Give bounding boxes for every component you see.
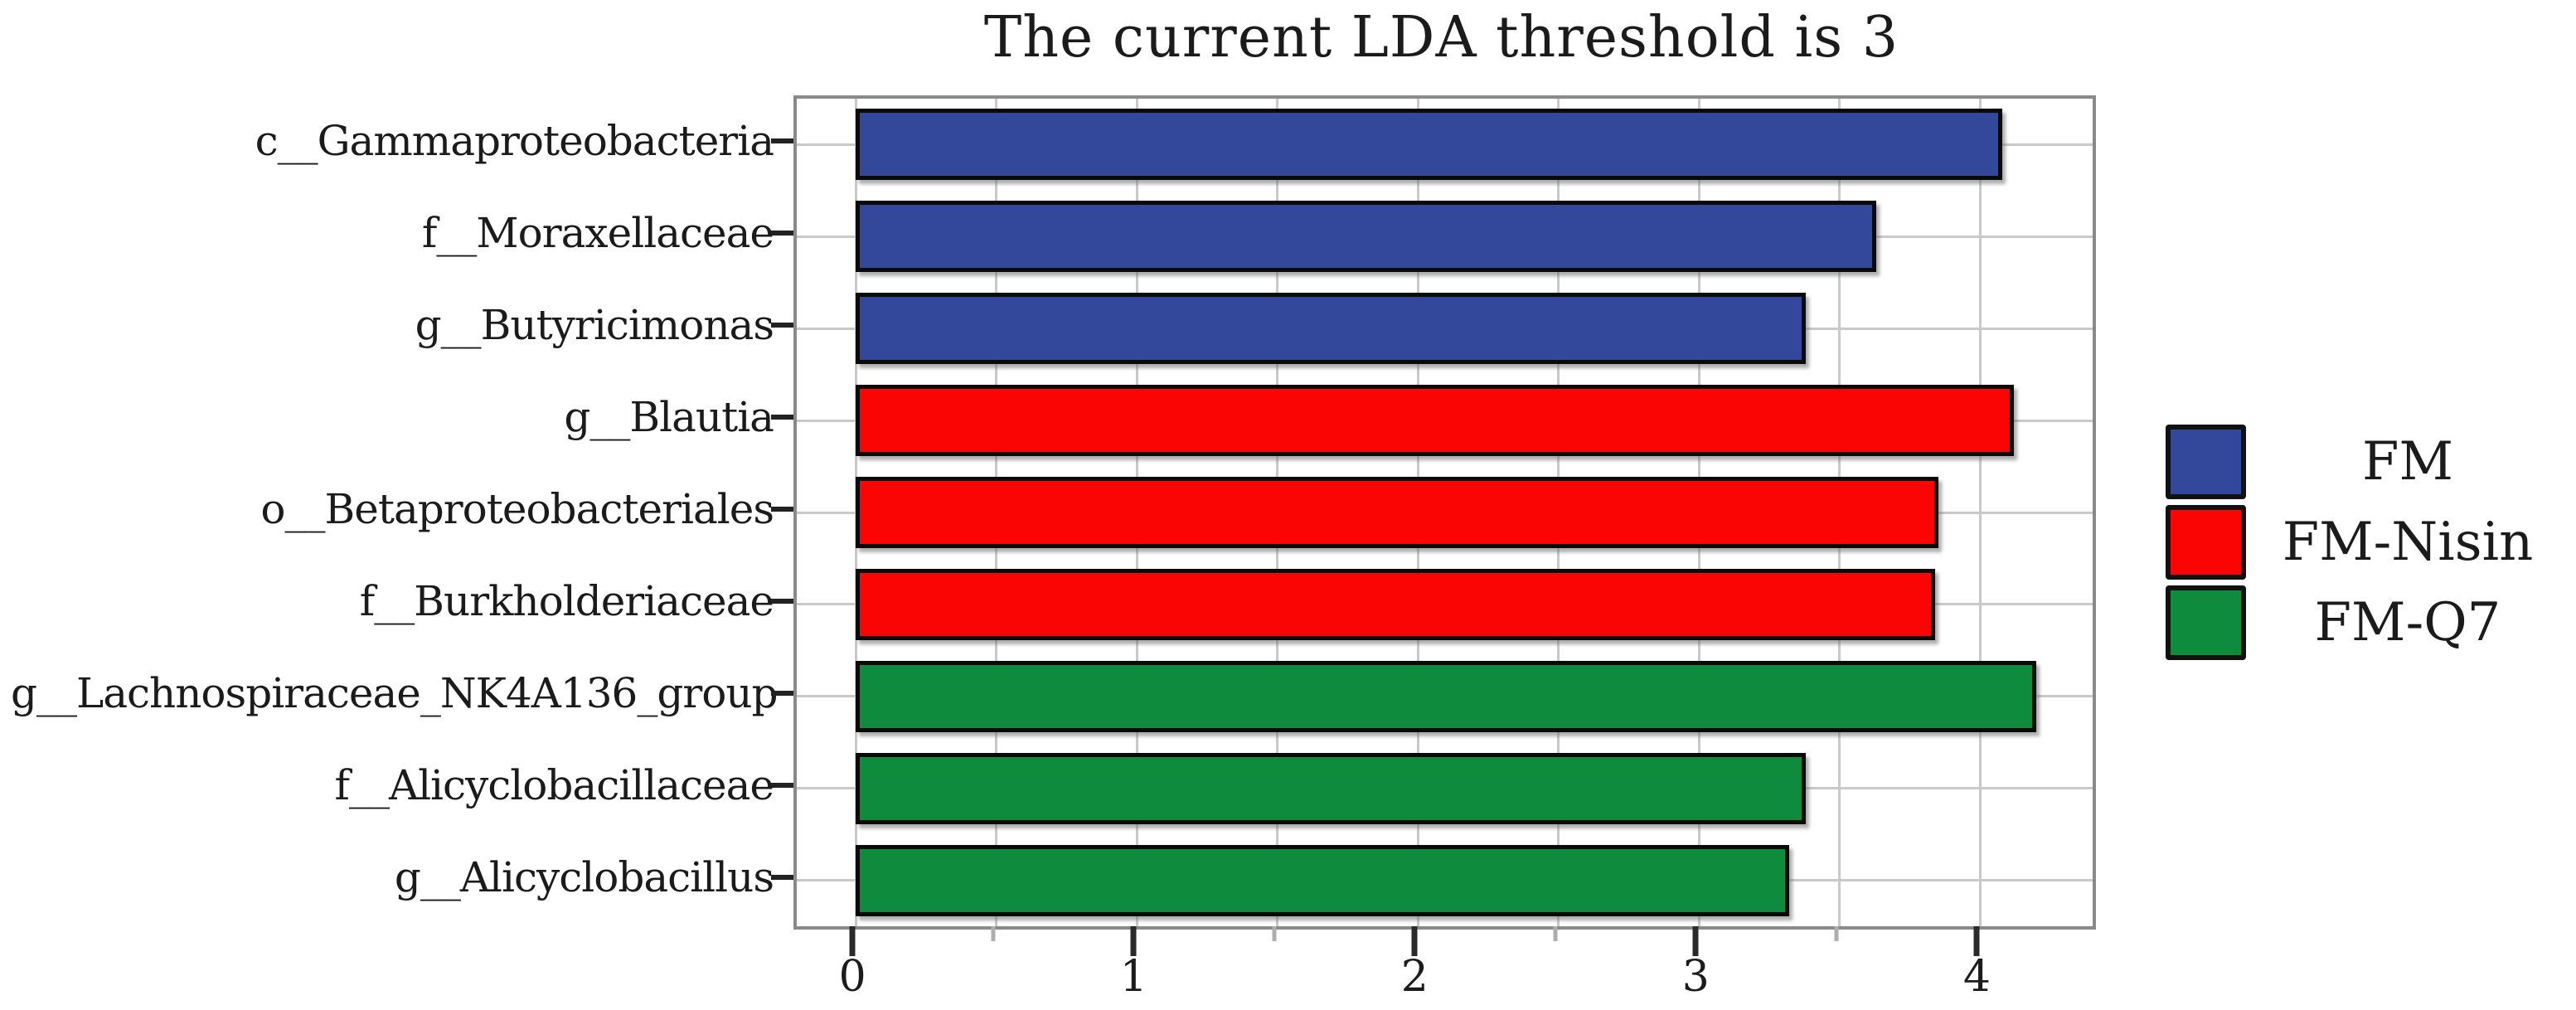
legend-swatch-FM-Nisin [2166, 505, 2246, 580]
bar-o__Betaproteobacteriales [856, 477, 1938, 548]
y-axis-label: c__Gammaproteobacteria [255, 117, 774, 166]
bar-g__Butyricimonas [856, 293, 1807, 365]
x-axis-tick [1411, 926, 1418, 956]
y-axis-tick [771, 598, 793, 604]
x-axis-minor-tick [991, 926, 996, 941]
legend-swatch-FM [2166, 425, 2246, 499]
x-axis-tick-label: 0 [838, 952, 866, 1002]
y-axis-label: g__Alicyclobacillus [394, 852, 774, 901]
x-axis-tick-label: 4 [1962, 952, 1991, 1002]
legend: FM FM-Nisin FM-Q7 [2166, 425, 2569, 660]
x-axis-tick [849, 926, 856, 956]
y-axis-label: f__Alicyclobacillaceae [334, 760, 774, 809]
legend-label: FM-Nisin [2282, 512, 2534, 573]
bar-g__Blautia [856, 385, 2015, 457]
y-axis-tick [771, 231, 793, 236]
legend-label: FM [2362, 431, 2453, 493]
x-axis-tick [1692, 926, 1699, 956]
x-axis-tick [1973, 926, 1980, 956]
legend-item: FM [2166, 425, 2569, 499]
y-axis-tick [771, 874, 793, 880]
plot-area [793, 95, 2096, 930]
y-axis-label: g__Lachnospiraceae_NK4A136_group [11, 668, 779, 717]
y-axis-tick [771, 507, 793, 512]
legend-item: FM-Nisin [2166, 505, 2569, 580]
y-axis-tick [771, 323, 793, 328]
x-axis-tick [1130, 926, 1137, 956]
legend-label: FM-Q7 [2314, 592, 2501, 653]
y-axis-label: g__Butyricimonas [415, 301, 774, 350]
x-axis-minor-tick [1272, 926, 1277, 941]
bar-g__Alicyclobacillus [856, 844, 1789, 916]
legend-swatch-FM-Q7 [2166, 585, 2246, 660]
y-axis-label: f__Burkholderiaceae [359, 576, 774, 625]
bar-g__Lachnospiraceae_NK4A136_group [856, 660, 2037, 732]
bar-c__Gammaproteobacteria [856, 109, 2003, 181]
y-axis-label: g__Blautia [564, 393, 774, 442]
bar-f__Alicyclobacillaceae [856, 752, 1807, 824]
y-axis-label: f__Moraxellaceae [421, 209, 774, 258]
y-axis-tick [771, 690, 793, 696]
x-axis-tick-label: 1 [1119, 952, 1147, 1002]
x-axis-tick-label: 3 [1681, 952, 1710, 1002]
x-axis-minor-tick [1834, 926, 1839, 941]
y-axis-tick [771, 782, 793, 788]
y-axis-tick [771, 415, 793, 420]
x-axis-tick-label: 2 [1400, 952, 1429, 1002]
y-axis-label: o__Betaproteobacteriales [260, 485, 774, 533]
chart-title: The current LDA threshold is 3 [983, 5, 1899, 70]
x-axis-minor-tick [1553, 926, 1558, 941]
bar-f__Moraxellaceae [856, 201, 1876, 273]
legend-item: FM-Q7 [2166, 585, 2569, 660]
y-axis-tick [771, 138, 793, 144]
bar-f__Burkholderiaceae [856, 568, 1936, 640]
